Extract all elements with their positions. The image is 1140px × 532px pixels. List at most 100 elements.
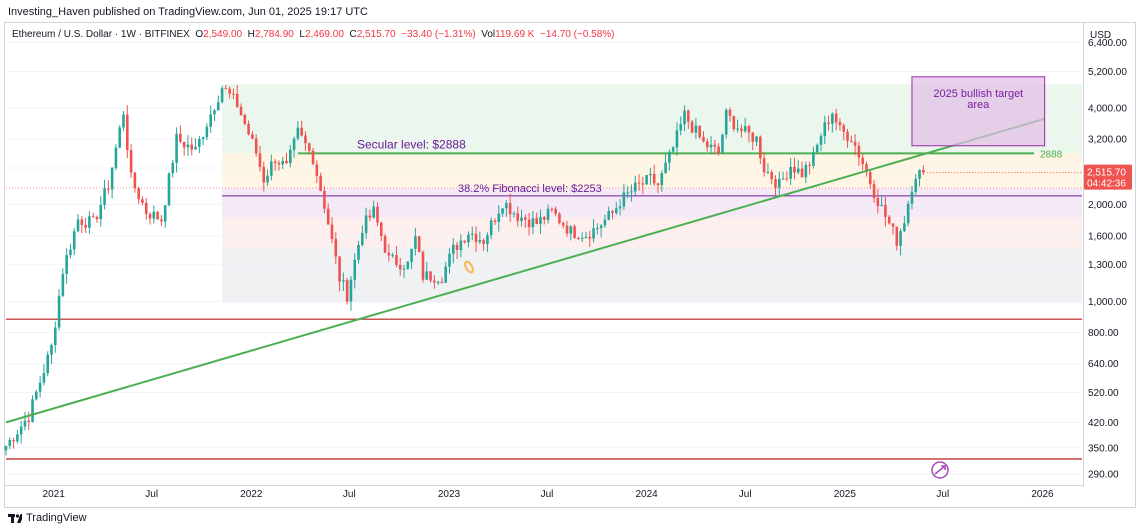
fib-zone-4 (222, 247, 1083, 303)
candle-body (376, 206, 379, 223)
low-label: L (299, 29, 305, 40)
candle-body (618, 206, 622, 209)
candle-body (220, 88, 224, 103)
candle-body (156, 211, 159, 220)
candle-body (345, 280, 349, 302)
candle-body (213, 110, 216, 115)
candle-body (759, 136, 762, 159)
candle-body (391, 255, 394, 257)
tradingview-logo-icon (8, 514, 22, 523)
candle-body (118, 127, 122, 148)
candle-body (493, 220, 497, 222)
y-tick-label: 1,300.00 (1088, 260, 1127, 271)
candle-body (777, 178, 781, 188)
candle-body (690, 121, 694, 133)
trendline (5, 117, 1045, 424)
candle-body (580, 237, 584, 239)
candle-body (550, 208, 554, 210)
footer-brand[interactable]: TradingView (8, 512, 87, 524)
candle-body (853, 141, 857, 146)
candle-body (834, 113, 838, 123)
chart-frame (4, 22, 1136, 508)
candle-body (107, 188, 110, 190)
candle-body (307, 143, 311, 151)
candle-body (368, 215, 372, 218)
secular-axis-label: 2888 (1040, 149, 1063, 160)
candle-body (330, 224, 334, 239)
candle-body (850, 140, 853, 142)
candle-body (110, 167, 114, 190)
candle-body (520, 217, 523, 222)
candle-body (228, 88, 231, 94)
candle-body (785, 178, 789, 180)
currency-label[interactable]: USD (1090, 30, 1112, 41)
drawing-marker-icon (464, 260, 474, 274)
candle-body (800, 168, 804, 178)
candle-body (433, 280, 436, 283)
candle-body (194, 146, 197, 150)
candle-body (19, 426, 23, 435)
candle-body (126, 114, 129, 151)
candle-body (895, 226, 899, 246)
candle-body (724, 109, 728, 135)
x-tick-label: Jul (145, 489, 158, 500)
target-area-label-2: area (967, 99, 990, 111)
candle-body (326, 208, 330, 225)
candle-body (732, 115, 736, 130)
candle-body (398, 264, 402, 270)
candle-body (705, 141, 709, 148)
candle-body (804, 164, 808, 178)
candle-body (751, 132, 755, 142)
candle-body (27, 420, 31, 422)
candle-body (258, 153, 262, 167)
symbol-legend: Ethereum / U.S. Dollar · 1W · BITFINEX O… (12, 29, 615, 40)
fibonacci-level-label: 38.2% Fibonacci level: $2253 (458, 183, 602, 195)
y-tick-label: 1,000.00 (1088, 297, 1127, 308)
candle-body (53, 327, 57, 345)
candle-body (353, 259, 357, 280)
x-tick-label: Jul (343, 489, 356, 500)
candle-body (683, 110, 686, 125)
candle-body (50, 344, 53, 355)
x-tick-label: 2025 (834, 489, 857, 500)
candle-body (349, 279, 353, 302)
candle-body (633, 182, 637, 192)
target-area-box (911, 76, 1046, 147)
candle-body (918, 169, 921, 179)
vol-value: 119.69 K (495, 29, 535, 40)
y-tick-label: 350.00 (1088, 443, 1119, 454)
candle-body (205, 126, 209, 138)
candle-body (288, 149, 292, 164)
candle-body (444, 266, 448, 283)
candle-body (687, 110, 690, 122)
candle-body (542, 217, 546, 220)
candle-body (273, 161, 277, 163)
candle-body (884, 204, 887, 217)
y-tick-label: 2,000.00 (1088, 200, 1127, 211)
x-tick-label: Jul (541, 489, 554, 500)
event-marker-icon (931, 461, 949, 479)
candle-body (277, 162, 281, 165)
candle-body (497, 213, 501, 222)
last-price-tag (1084, 164, 1132, 190)
candle-body (35, 391, 38, 400)
candle-body (455, 244, 459, 251)
candle-body (861, 157, 864, 165)
publisher-text: Investing_Haven published on TradingView… (8, 6, 368, 18)
candle-body (160, 219, 163, 222)
candle-body (216, 102, 220, 111)
y-tick-label: 800.00 (1088, 328, 1119, 339)
fib-zone-2 (222, 188, 1083, 218)
event-arrow-icon (934, 465, 946, 475)
candle-body (311, 150, 315, 165)
candle-body (838, 122, 842, 126)
candle-body (614, 208, 618, 213)
candle-body (451, 244, 455, 254)
y-tick-label: 5,200.00 (1088, 67, 1127, 78)
candle-body (406, 261, 410, 269)
candle-body (903, 223, 906, 232)
candle-body (186, 144, 190, 148)
candle-body (584, 236, 588, 238)
candle-body (645, 175, 648, 185)
